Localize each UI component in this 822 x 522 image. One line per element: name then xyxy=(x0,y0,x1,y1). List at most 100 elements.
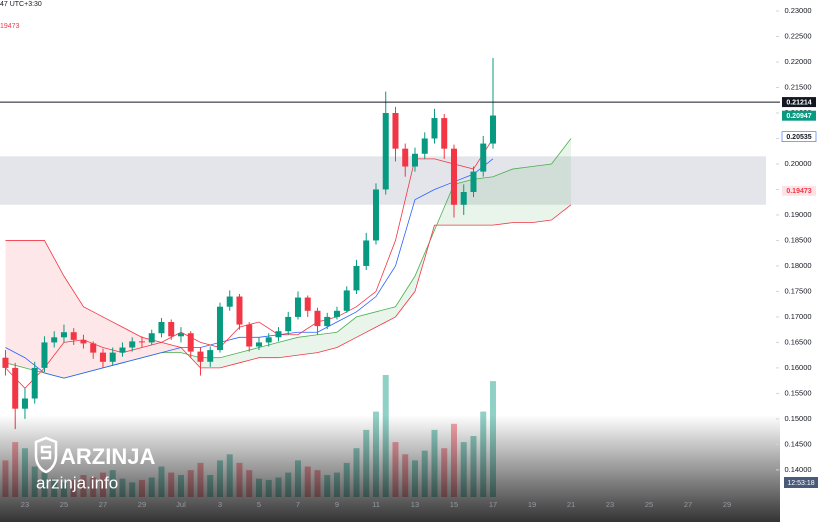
y-tick-label: 0.18000 xyxy=(784,261,811,270)
candle-body xyxy=(41,342,48,368)
bottom-shade xyxy=(0,415,780,522)
cloud-fill xyxy=(375,306,396,328)
price-label: 0.20535 xyxy=(786,134,811,141)
candle-body xyxy=(450,148,457,205)
x-tick-label: 21 xyxy=(567,500,575,509)
y-tick-label: 0.23000 xyxy=(784,6,811,15)
clock: 12:53:18 xyxy=(787,480,814,487)
cloud-fill xyxy=(258,342,279,358)
candle-body xyxy=(148,333,155,343)
candle-body xyxy=(51,337,58,343)
candle-body xyxy=(177,333,184,337)
candle-body xyxy=(158,322,165,334)
x-tick-label: 17 xyxy=(489,500,497,509)
y-tick-label: 0.22500 xyxy=(784,31,811,40)
cloud-fill xyxy=(161,342,181,353)
watermark: ARZINJA arzinja.info xyxy=(34,436,155,492)
candle-body xyxy=(138,341,145,343)
y-tick-label: 0.16500 xyxy=(784,337,811,346)
x-tick-label: 11 xyxy=(372,500,380,509)
y-tick-label: 0.15000 xyxy=(784,414,811,423)
x-tick-label: 23 xyxy=(21,500,29,509)
candle-body xyxy=(226,296,233,307)
cloud-fill xyxy=(551,138,571,221)
candle-body xyxy=(411,153,418,167)
candle-body xyxy=(60,332,67,338)
candle-body xyxy=(304,297,311,311)
cloud-fill xyxy=(141,337,162,358)
cloud-fill xyxy=(473,176,493,226)
price-label-box xyxy=(782,110,816,121)
candle-body xyxy=(90,343,97,353)
y-tick-label: 0.19000 xyxy=(784,210,811,219)
y-tick-label: 0.15500 xyxy=(784,388,811,397)
cloud-fill xyxy=(395,276,415,317)
y-tick-label: 0.16000 xyxy=(784,363,811,372)
candle-body xyxy=(333,310,340,317)
candle-body xyxy=(109,352,116,362)
cloud-fill xyxy=(492,169,513,226)
x-tick-label: 15 xyxy=(450,500,458,509)
candle-body xyxy=(392,112,399,149)
header-value: 19473 xyxy=(0,23,20,30)
cloud-fill xyxy=(531,163,552,223)
candle-body xyxy=(265,337,272,343)
candle-body xyxy=(294,297,301,317)
price-label-box xyxy=(782,185,816,196)
candle-body xyxy=(187,333,194,352)
candle-body xyxy=(31,367,38,399)
y-tick-label: 0.21500 xyxy=(784,82,811,91)
candle-body xyxy=(314,310,321,327)
price-label-box xyxy=(782,97,816,108)
cloud-fill xyxy=(278,337,298,358)
y-tick-label: 0.22000 xyxy=(784,57,811,66)
price-label: 0.20947 xyxy=(786,113,811,120)
x-tick-label: 9 xyxy=(335,500,339,509)
candle-body xyxy=(246,324,253,347)
cloud-fill xyxy=(63,276,84,379)
candle-body xyxy=(275,331,282,338)
y-tick-label: 0.17000 xyxy=(784,312,811,321)
candle-body xyxy=(119,347,126,353)
x-tick-label: Jul xyxy=(176,500,186,509)
candle-body xyxy=(324,316,331,327)
candle-body xyxy=(489,115,496,144)
axes: 0.230000.225000.220000.215000.210000.205… xyxy=(21,6,817,509)
price-label-box xyxy=(781,131,817,142)
candle-body xyxy=(2,357,9,368)
candle-body xyxy=(353,265,360,291)
y-tick-label: 0.14500 xyxy=(784,439,811,448)
cloud-fill xyxy=(317,332,337,353)
candle-body xyxy=(470,171,477,193)
price-label: 0.21214 xyxy=(786,99,811,106)
price-label: 0.19473 xyxy=(786,188,811,195)
candle-body xyxy=(12,367,19,409)
cloud-fill xyxy=(83,306,103,374)
candle-body xyxy=(207,350,214,362)
x-tick-label: 19 xyxy=(528,500,536,509)
cloud-fill xyxy=(297,334,318,356)
cloud-span-b xyxy=(5,204,572,369)
y-tick-label: 0.14000 xyxy=(784,465,811,474)
header-text: 47 UTC+3:30 xyxy=(0,1,42,8)
candle-body xyxy=(441,118,448,149)
candle-body xyxy=(460,192,467,205)
y-tick-label: 0.17500 xyxy=(784,286,811,295)
cloud-fill xyxy=(336,316,357,348)
cloud-fill xyxy=(24,240,45,374)
candle-body xyxy=(21,398,28,409)
x-tick-label: 25 xyxy=(60,500,68,509)
watermark-title: ARZINJA xyxy=(60,444,155,469)
x-tick-label: 27 xyxy=(684,500,692,509)
candle-body xyxy=(480,143,487,172)
y-tick-label: 0.18500 xyxy=(784,235,811,244)
candle-body xyxy=(255,342,262,347)
candle-body xyxy=(168,322,175,337)
x-tick-label: 13 xyxy=(411,500,419,509)
candle-body xyxy=(129,341,136,348)
watermark-url: arzinja.info xyxy=(36,473,118,492)
candle-body xyxy=(216,306,223,351)
candle-body xyxy=(197,351,204,362)
